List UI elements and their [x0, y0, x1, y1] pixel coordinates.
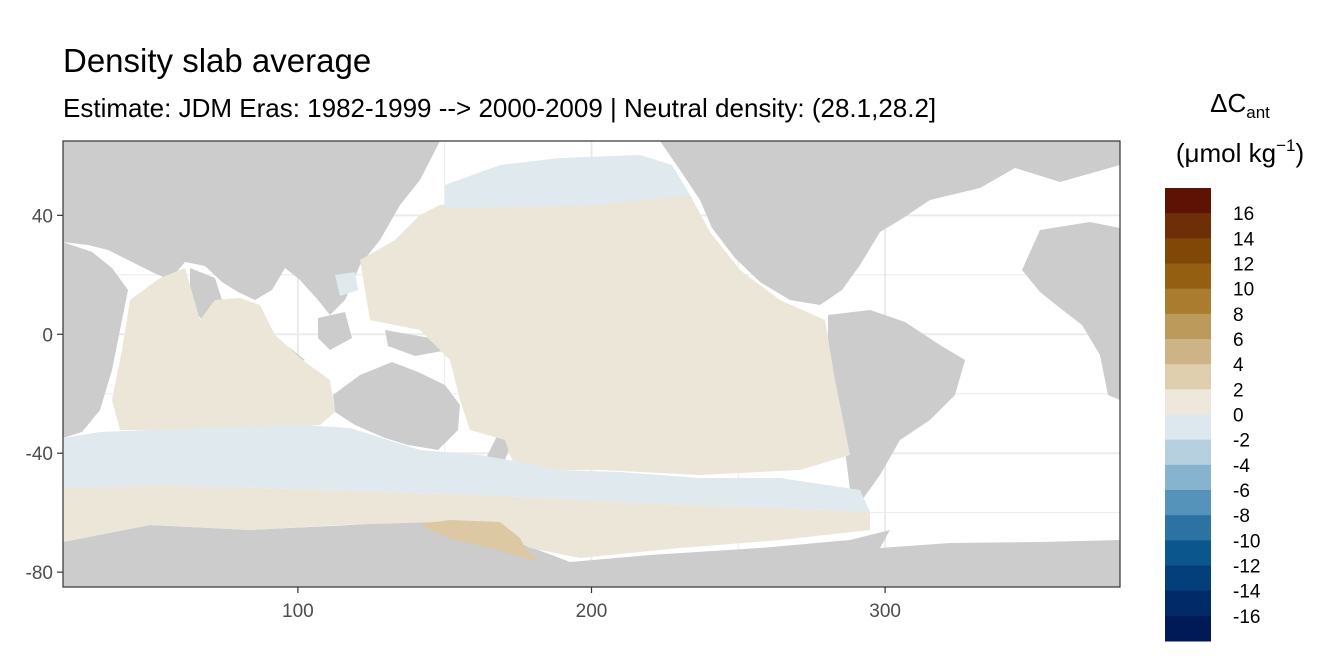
field-atlantic-negative	[335, 272, 358, 296]
legend-label: 14	[1233, 229, 1255, 250]
legend-swatch	[1165, 263, 1211, 290]
y-tick-label: 40	[32, 206, 53, 227]
y-tick-label: 0	[42, 325, 53, 346]
y-tick-label: -80	[26, 563, 53, 584]
land-south-america	[828, 310, 965, 500]
legend-swatch	[1165, 414, 1211, 441]
legend-units-prefix: (μmol kg	[1176, 138, 1276, 168]
ocean-values	[63, 155, 870, 566]
legend-swatch	[1165, 339, 1211, 365]
legend-label: 12	[1233, 255, 1254, 276]
legend-title-sub: ant	[1246, 103, 1270, 122]
legend-title-main: ΔC	[1210, 88, 1246, 118]
legend-label: 10	[1233, 280, 1254, 301]
legend-label: -6	[1233, 481, 1250, 502]
chart-title: Density slab average	[63, 42, 372, 79]
legend-label: 16	[1233, 204, 1254, 225]
legend-label: -16	[1233, 607, 1260, 628]
land-australia	[333, 362, 460, 450]
legend-label: 4	[1233, 355, 1244, 376]
legend-units: (μmol kg−1)	[1176, 136, 1304, 168]
land-new-guinea	[385, 330, 448, 356]
legend-swatch	[1165, 540, 1211, 566]
y-tick-label: -40	[26, 444, 53, 465]
field-southern-negative	[63, 425, 870, 512]
legend-title: ΔCant	[1210, 88, 1270, 122]
field-indian-positive	[112, 268, 335, 430]
legend-swatch	[1165, 615, 1211, 642]
field-ross-mid	[420, 520, 560, 566]
legend-swatch	[1165, 565, 1211, 592]
legend-labels: 16 14 12 10 8 6 4 2 0 -2 -4 -6 -8 -10 -12 -14 -16	[1233, 204, 1261, 628]
legend-color-bar	[1165, 188, 1211, 642]
legend: ΔCant (μmol kg−1) 16 14 12 10 8 6 4 2 0 -2 -4 -6 -8 -…	[1165, 88, 1304, 642]
legend-label: -12	[1233, 557, 1260, 578]
legend-swatch	[1165, 238, 1211, 264]
legend-label: 8	[1233, 305, 1244, 326]
land-west-africa	[1022, 222, 1120, 400]
land-north-america	[660, 141, 1120, 305]
legend-swatch	[1165, 288, 1211, 315]
land-borneo	[318, 312, 352, 350]
land-asia	[63, 141, 440, 315]
x-tick-label: 300	[869, 601, 901, 622]
legend-swatch	[1165, 464, 1211, 491]
legend-units-suffix: )	[1295, 138, 1304, 168]
field-pacific-positive	[360, 192, 850, 475]
chart-subtitle: Estimate: JDM Eras: 1982-1999 --> 2000-2…	[63, 93, 937, 123]
legend-label: -14	[1233, 582, 1261, 603]
legend-swatch	[1165, 213, 1211, 239]
legend-label: 6	[1233, 330, 1244, 351]
legend-swatch	[1165, 313, 1211, 340]
legend-label: -8	[1233, 506, 1250, 527]
legend-units-sup: −1	[1276, 136, 1295, 155]
legend-swatch	[1165, 389, 1211, 415]
legend-swatch	[1165, 439, 1211, 466]
x-axis: 100 200 300	[282, 587, 901, 622]
legend-label: -10	[1233, 531, 1260, 552]
field-north-pacific-negative	[445, 155, 690, 208]
legend-swatch	[1165, 188, 1211, 214]
legend-label: -4	[1233, 456, 1250, 477]
legend-swatch	[1165, 490, 1211, 516]
legend-label: 0	[1233, 406, 1244, 427]
x-tick-label: 200	[576, 601, 608, 622]
x-tick-label: 100	[282, 601, 314, 622]
land	[63, 141, 1120, 587]
legend-swatch	[1165, 590, 1211, 617]
legend-swatch	[1165, 515, 1211, 541]
y-axis: 40 0 -40 -80	[26, 206, 63, 584]
land-africa	[63, 242, 128, 438]
map-panel	[63, 141, 1120, 587]
legend-swatch	[1165, 364, 1211, 390]
legend-label: 2	[1233, 380, 1244, 401]
land-antarctica	[63, 520, 1120, 587]
legend-label: -2	[1233, 431, 1250, 452]
